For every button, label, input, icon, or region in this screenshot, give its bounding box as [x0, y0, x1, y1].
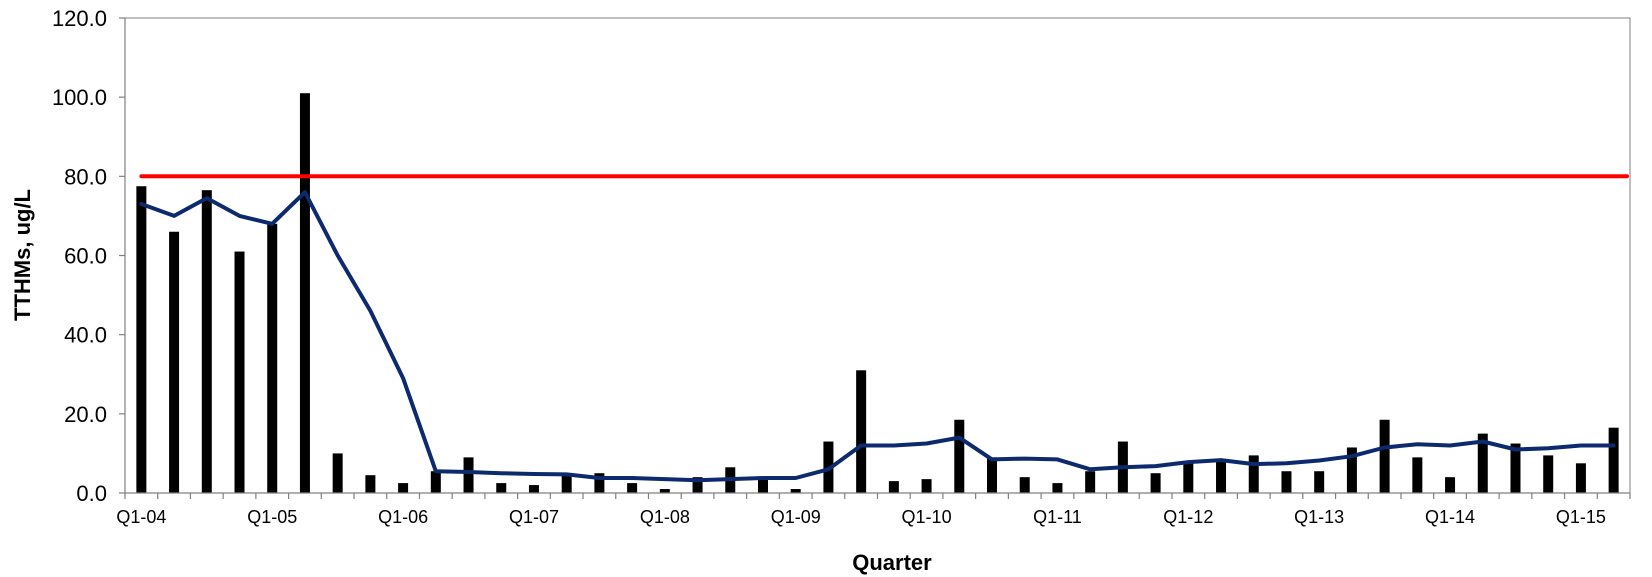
bar	[1510, 443, 1521, 493]
x-tick-label: Q1-07	[509, 507, 559, 527]
bar	[627, 483, 638, 493]
x-tick-label: Q1-08	[640, 507, 690, 527]
bar	[757, 479, 768, 493]
bar	[1085, 471, 1096, 493]
bar	[398, 483, 409, 493]
bar	[463, 457, 474, 493]
bar	[1379, 419, 1390, 493]
y-tick-label: 80.0	[64, 164, 107, 189]
bar	[1575, 463, 1586, 493]
bar	[561, 475, 572, 493]
x-tick-label: Q1-05	[247, 507, 297, 527]
bar	[1314, 471, 1325, 493]
bar	[365, 475, 376, 493]
axes: 0.0 20.0 40.0 60.0 80.0 100.0 120.0 Q1-04 Q1-05 Q…	[52, 6, 1631, 527]
x-axis-title: Quarter	[852, 550, 932, 575]
line-series-group	[139, 174, 1629, 483]
bar	[1150, 473, 1161, 493]
x-tick-label: Q1-11	[1033, 507, 1082, 527]
bar	[692, 477, 703, 493]
bar	[136, 186, 147, 493]
x-tick-label: Q1-06	[378, 507, 428, 527]
bar	[954, 419, 965, 493]
bar	[201, 190, 212, 493]
bar	[1216, 461, 1227, 493]
bar	[987, 457, 998, 493]
bar	[234, 251, 245, 493]
bar	[299, 93, 310, 493]
bar	[1445, 477, 1456, 493]
y-tick-label: 40.0	[64, 323, 107, 348]
x-tick-label: Q1-09	[771, 507, 821, 527]
bar	[267, 223, 278, 494]
bar	[1019, 477, 1030, 493]
bar	[1248, 455, 1259, 493]
bar	[1052, 483, 1063, 493]
bar	[169, 231, 180, 493]
y-tick-label: 100.0	[52, 85, 107, 110]
y-tick-label: 20.0	[64, 402, 107, 427]
bar	[1477, 433, 1488, 493]
bar	[528, 485, 539, 493]
x-tick-label: Q1-10	[902, 507, 952, 527]
bar	[790, 489, 801, 493]
bar	[1543, 455, 1554, 493]
bar	[888, 481, 899, 493]
bar	[496, 483, 507, 493]
plot-area	[124, 17, 1631, 494]
x-tick-label: Q1-15	[1556, 507, 1606, 527]
bar	[1346, 447, 1357, 493]
trend-line	[139, 190, 1616, 483]
bar	[594, 473, 605, 493]
x-tick-label: Q1-12	[1163, 507, 1213, 527]
bar	[1281, 471, 1292, 493]
bar	[856, 370, 867, 493]
x-tick-label: Q1-04	[116, 507, 166, 527]
y-tick-label: 60.0	[64, 244, 107, 269]
y-tick-label: 0.0	[76, 481, 107, 506]
x-tick-label: Q1-13	[1294, 507, 1344, 527]
y-axis-title: TTHMs, ug/L	[10, 189, 35, 321]
x-tick-label: Q1-14	[1425, 507, 1475, 527]
bar	[430, 471, 441, 493]
bar	[1608, 427, 1619, 493]
y-tick-label: 120.0	[52, 6, 107, 31]
bar	[1183, 461, 1194, 493]
bar	[659, 489, 670, 493]
bar	[1412, 457, 1423, 493]
bar	[332, 453, 343, 493]
bar	[921, 479, 932, 493]
